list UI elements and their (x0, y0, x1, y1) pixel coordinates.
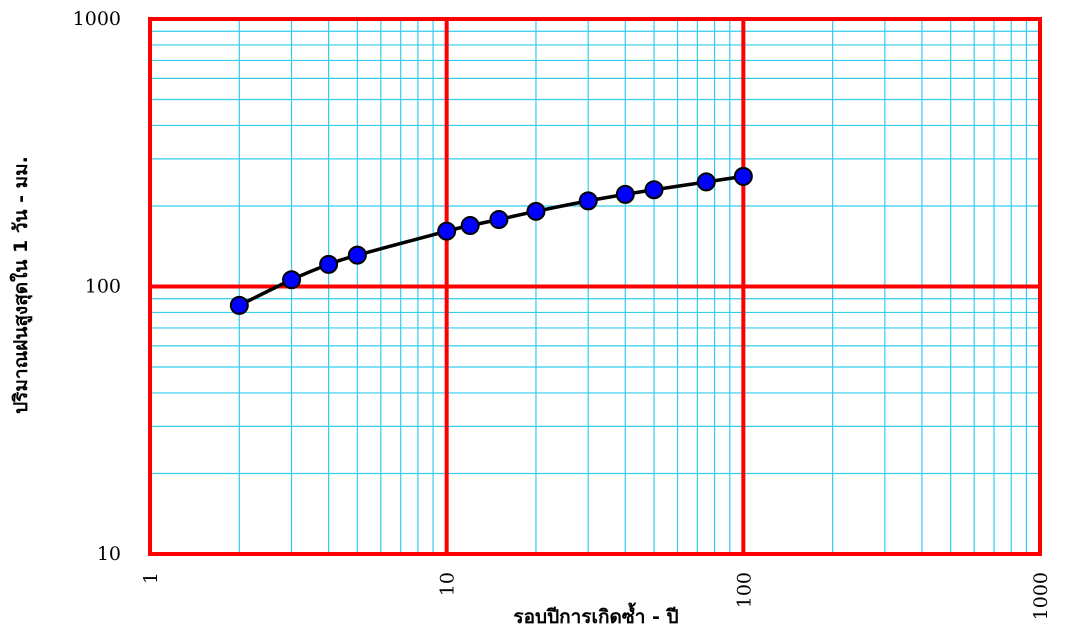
data-point (526, 201, 546, 221)
data-point (319, 254, 339, 274)
y-tick-label: 1000 (73, 8, 121, 30)
data-point (733, 166, 753, 186)
data-point (437, 221, 457, 241)
x-axis-title: รอบปีการเกิดซ้ำ - ปี (513, 602, 678, 628)
data-point (615, 184, 635, 204)
y-tick-label: 10 (97, 543, 121, 565)
data-point (460, 216, 480, 236)
data-point (347, 245, 367, 265)
x-tick-label: 1 (140, 572, 162, 584)
major-grid (148, 17, 1042, 556)
data-point (229, 295, 249, 315)
x-tick-label: 100 (733, 572, 755, 608)
data-point (282, 270, 302, 290)
data-point (644, 180, 664, 200)
x-tick-label: 1000 (1030, 572, 1052, 620)
data-point (489, 210, 509, 230)
series-layer (229, 166, 753, 315)
x-tick-label: 10 (437, 572, 459, 596)
data-point (578, 191, 598, 211)
data-point (696, 172, 716, 192)
tick-labels: 10 100 1000 1 10 100 1000 (73, 8, 1052, 620)
y-axis-title: ปริมาณฝนสูงสุดใน 1 วัน - มม. (9, 156, 33, 414)
y-tick-label: 100 (85, 276, 121, 298)
